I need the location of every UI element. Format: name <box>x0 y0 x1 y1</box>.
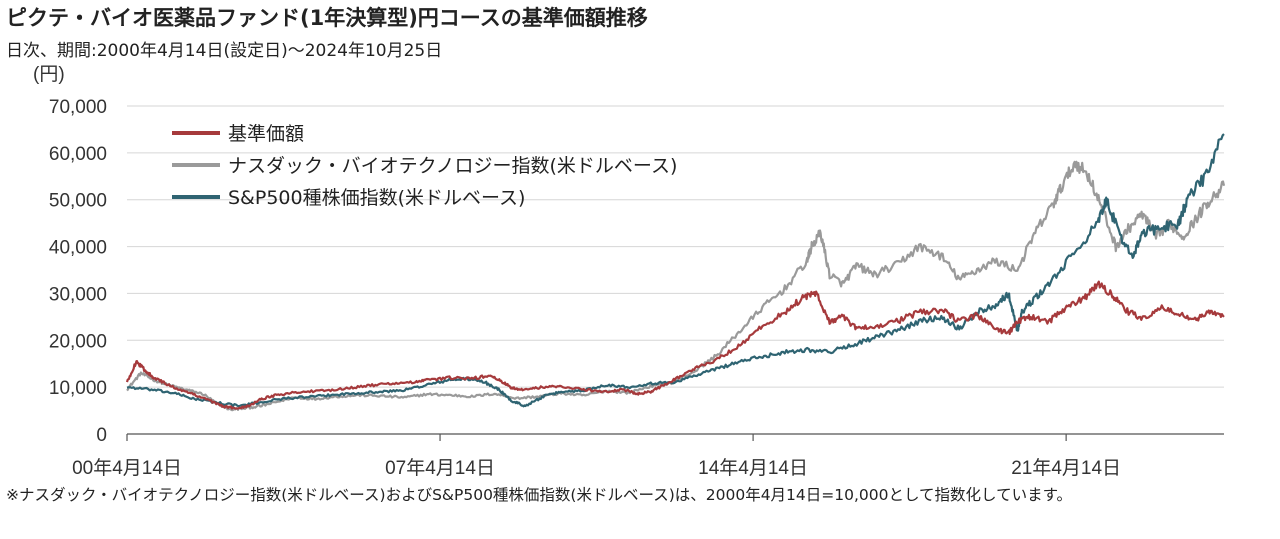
chart-subtitle: 日次、期間:2000年4月14日(設定日)～2024年10月25日 <box>6 41 443 61</box>
x-tick-label: 00年4月14日 <box>72 457 182 479</box>
y-tick-label: 0 <box>96 425 107 446</box>
y-tick-label: 20,000 <box>49 331 107 352</box>
legend-label: 基準価額 <box>228 123 304 145</box>
footnote: ※ナスダック・バイオテクノロジー指数(米ドルベース)およびS&P500種株価指数… <box>6 486 1073 504</box>
chart-title: ピクテ・バイオ医薬品ファンド(1年決算型)円コースの基準価額推移 <box>6 6 648 30</box>
x-tick-label: 07年4月14日 <box>385 457 495 479</box>
x-tick-label: 14年4月14日 <box>698 457 808 479</box>
grid-lines <box>127 105 1224 388</box>
y-tick-label: 50,000 <box>49 191 107 212</box>
series-line-3 <box>125 280 1225 410</box>
series-layer <box>125 133 1226 412</box>
y-tick-label: 40,000 <box>49 238 107 259</box>
series-line-2 <box>126 133 1225 408</box>
y-axis-unit-label: (円) <box>33 64 65 85</box>
y-tick-label: 30,000 <box>49 284 107 305</box>
legend-label: S&P500種株価指数(米ドルベース) <box>228 187 525 209</box>
y-tick-label: 70,000 <box>49 97 107 118</box>
y-tick-label: 60,000 <box>49 144 107 165</box>
y-tick-label: 10,000 <box>49 378 107 399</box>
series-line-1 <box>126 160 1226 412</box>
legend-label: ナスダック・バイオテクノロジー指数(米ドルベース) <box>228 155 677 177</box>
axes: 0 10,000 20,000 30,000 40,000 50,000 60,000 70,… <box>49 97 1224 479</box>
x-tick-label: 21年4月14日 <box>1011 457 1121 479</box>
